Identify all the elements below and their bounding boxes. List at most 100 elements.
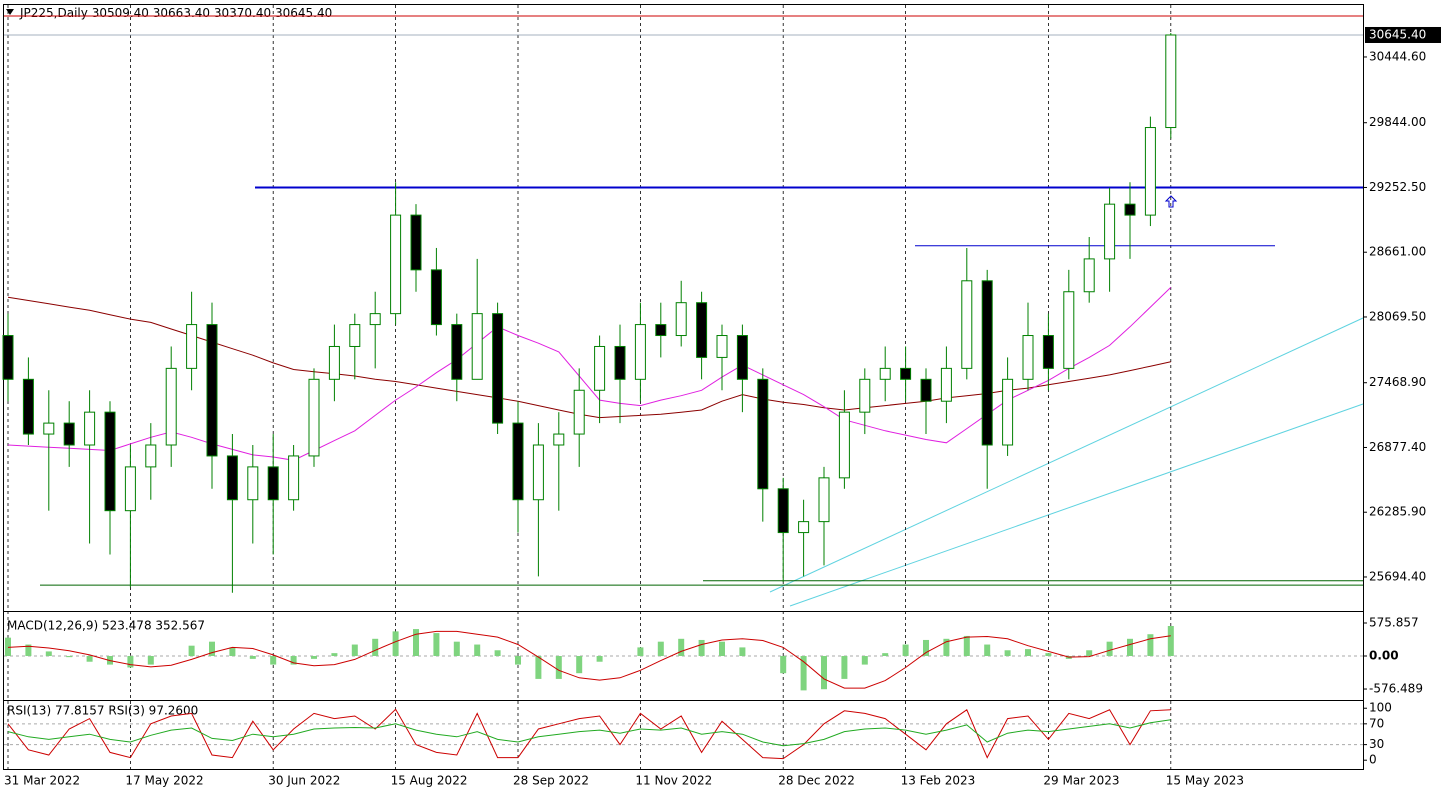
candle-body <box>451 324 463 380</box>
candle-body <box>655 324 667 337</box>
moving-average <box>7 287 1172 461</box>
y-tick-label: 30444.60 <box>1369 49 1426 63</box>
macd-bar <box>249 655 256 659</box>
y-tick-label: 28661.00 <box>1369 245 1426 259</box>
macd-bar <box>1086 650 1093 656</box>
candle-body <box>104 411 116 512</box>
candle-body <box>573 389 585 435</box>
macd-bar <box>270 655 277 665</box>
candle-body <box>145 444 157 468</box>
macd-bar <box>800 655 807 691</box>
macd-bar <box>576 655 583 674</box>
candle-body <box>553 433 565 446</box>
x-tick-label: 17 May 2022 <box>125 774 203 788</box>
x-tick-label: 13 Feb 2023 <box>901 774 976 788</box>
candle-body <box>226 455 238 501</box>
rsi-line <box>7 719 1171 747</box>
candle-body <box>879 367 891 380</box>
rsi-title: RSI(13) 77.8157 RSI(3) 97.2600 <box>7 704 198 718</box>
candle-body <box>1063 291 1075 369</box>
macd-bar <box>739 647 746 656</box>
candle-body <box>206 324 218 457</box>
frame <box>3 4 1364 770</box>
chart-header: JP225,Daily 30509.40 30663.40 30370.40 3… <box>19 6 332 20</box>
macd-bar <box>515 655 521 665</box>
candle-body <box>777 488 789 534</box>
candle-body <box>900 367 912 380</box>
macd-bar <box>555 655 562 679</box>
candle-body <box>1083 258 1095 293</box>
candle-body <box>940 367 952 402</box>
y-tick-label: 26877.40 <box>1369 440 1426 454</box>
macd-bar <box>780 655 787 674</box>
candle-body <box>1042 335 1054 369</box>
y-tick-label: 100 <box>1369 701 1392 715</box>
menu-triangle <box>6 9 14 15</box>
candle-body <box>390 214 402 315</box>
macd-bar <box>596 655 603 662</box>
candle-body <box>369 313 381 326</box>
candle-body <box>634 324 646 380</box>
macd-bar <box>841 655 848 679</box>
x-tick-label: 15 May 2023 <box>1166 774 1244 788</box>
macd-bar <box>1167 626 1174 656</box>
macd-bar <box>1004 650 1011 656</box>
candle-body <box>1144 127 1156 216</box>
moving-average <box>7 296 1171 419</box>
last-price-box <box>1365 26 1441 43</box>
macd-bar <box>474 644 481 656</box>
candle-body <box>186 324 198 369</box>
macd-bar <box>433 633 440 656</box>
plot-border <box>3 4 1364 770</box>
trend-line <box>789 403 1364 607</box>
x-tick-label: 29 Mar 2023 <box>1043 774 1119 788</box>
candle-body <box>981 280 993 446</box>
macd-bar <box>494 650 501 656</box>
header-low: 30370.40 <box>214 6 271 20</box>
macd-bar <box>413 629 419 656</box>
macd-bar <box>372 638 379 656</box>
candle-body <box>63 422 75 446</box>
candle-body <box>961 280 973 369</box>
candle-body <box>818 477 830 523</box>
macd-bar <box>392 631 399 656</box>
candle-body <box>349 324 361 347</box>
header-high: 30663.40 <box>153 6 210 20</box>
candle-body <box>1022 335 1034 380</box>
candle-body <box>288 455 300 501</box>
macd-bar <box>147 655 154 665</box>
y-tick-label: 25694.40 <box>1369 569 1426 583</box>
candle-body <box>614 345 626 380</box>
macd-bar <box>351 644 358 656</box>
y-tick-label: 29844.00 <box>1369 115 1426 129</box>
candle-body <box>512 422 524 501</box>
macd-bar <box>535 655 542 679</box>
macd-bar <box>86 655 93 662</box>
trend-line <box>769 317 1364 593</box>
candle-body <box>84 411 96 446</box>
header-close: 30645.40 <box>275 6 332 20</box>
y-tick-label: 575.857 <box>1369 616 1419 630</box>
y-tick-label: 0.00 <box>1369 648 1399 662</box>
macd-bar <box>984 644 991 656</box>
candle-body <box>532 444 544 501</box>
candle-body <box>247 466 259 501</box>
y-tick-label: 28069.50 <box>1369 309 1426 323</box>
macd-bar <box>5 637 11 656</box>
macd-bar <box>657 641 664 656</box>
macd-signal <box>7 630 1171 689</box>
x-tick-label: 28 Dec 2022 <box>778 774 855 788</box>
macd-bar <box>331 653 338 656</box>
candle-body <box>736 335 748 380</box>
x-tick-label: 28 Sep 2022 <box>513 774 589 788</box>
y-tick-label: 29252.50 <box>1369 180 1426 194</box>
candle-body <box>410 214 422 271</box>
candle-body <box>1165 34 1177 129</box>
candle-body <box>328 345 340 380</box>
macd-bar <box>963 635 970 656</box>
candle-body <box>757 378 769 490</box>
macd-bar <box>882 653 889 656</box>
